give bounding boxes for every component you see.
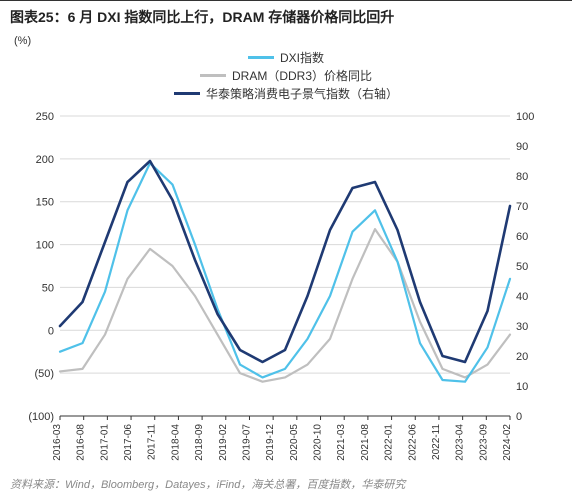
legend-label-dxi: DXI指数 bbox=[280, 49, 324, 66]
svg-text:2017-01: 2017-01 bbox=[99, 424, 110, 461]
chart-area: (%) DXI指数 DRAM（DDR3）价格同比 华泰策略消费电子景气指数（右轴… bbox=[0, 31, 572, 473]
svg-text:2018-04: 2018-04 bbox=[170, 424, 181, 461]
chart-svg-wrap: (100) (50) 0 50 100 150 200 250 0 10 20 30 40 50 60 70 8… bbox=[12, 106, 560, 471]
legend-label-dram: DRAM（DDR3）价格同比 bbox=[232, 67, 372, 84]
svg-text:2021-08: 2021-08 bbox=[360, 424, 371, 461]
svg-text:2017-06: 2017-06 bbox=[123, 424, 134, 461]
svg-text:100: 100 bbox=[36, 240, 54, 252]
y-axis-unit: (%) bbox=[12, 35, 560, 47]
svg-text:80: 80 bbox=[516, 171, 528, 183]
chart-title: 图表25：6 月 DXI 指数同比上行，DRAM 存储器价格同比回升 bbox=[10, 7, 562, 27]
chart-container: { "title": "图表25：6 月 DXI 指数同比上行，DRAM 存储器… bbox=[0, 0, 572, 502]
legend-swatch-dram bbox=[200, 74, 226, 77]
svg-text:0: 0 bbox=[48, 325, 54, 337]
svg-text:2023-04: 2023-04 bbox=[455, 424, 466, 461]
svg-text:2021-03: 2021-03 bbox=[336, 424, 347, 461]
svg-text:(100): (100) bbox=[28, 411, 54, 423]
legend-item-dxi: DXI指数 bbox=[248, 49, 324, 66]
svg-text:40: 40 bbox=[516, 291, 528, 303]
svg-text:0: 0 bbox=[516, 411, 522, 423]
svg-text:10: 10 bbox=[516, 381, 528, 393]
legend-item-dram: DRAM（DDR3）价格同比 bbox=[200, 67, 372, 84]
svg-text:2024-02: 2024-02 bbox=[502, 424, 513, 461]
svg-text:150: 150 bbox=[36, 197, 54, 209]
legend-swatch-huatai bbox=[174, 92, 200, 95]
source-text: 资料来源：Wind，Bloomberg，Datayes，iFind，海关总署，百… bbox=[0, 473, 572, 502]
svg-text:70: 70 bbox=[516, 201, 528, 213]
svg-text:20: 20 bbox=[516, 351, 528, 363]
svg-text:30: 30 bbox=[516, 321, 528, 333]
svg-text:2022-06: 2022-06 bbox=[407, 424, 418, 461]
svg-text:(50): (50) bbox=[34, 368, 54, 380]
svg-text:2022-11: 2022-11 bbox=[431, 424, 442, 460]
legend-item-huatai: 华泰策略消费电子景气指数（右轴） bbox=[174, 85, 398, 102]
svg-text:60: 60 bbox=[516, 231, 528, 243]
svg-text:50: 50 bbox=[42, 282, 54, 294]
title-bar: 图表25：6 月 DXI 指数同比上行，DRAM 存储器价格同比回升 bbox=[0, 0, 572, 31]
svg-text:2016-03: 2016-03 bbox=[52, 424, 63, 461]
svg-text:90: 90 bbox=[516, 141, 528, 153]
svg-text:2016-08: 2016-08 bbox=[76, 424, 87, 461]
line-chart-svg: (100) (50) 0 50 100 150 200 250 0 10 20 30 40 50 60 70 8… bbox=[12, 106, 560, 466]
svg-text:50: 50 bbox=[516, 261, 528, 273]
svg-text:2017-11: 2017-11 bbox=[147, 424, 158, 460]
svg-text:2020-05: 2020-05 bbox=[289, 424, 300, 461]
svg-text:2019-07: 2019-07 bbox=[241, 424, 252, 461]
svg-text:2018-09: 2018-09 bbox=[194, 424, 205, 461]
legend-swatch-dxi bbox=[248, 56, 274, 59]
svg-text:2019-12: 2019-12 bbox=[265, 424, 276, 461]
legend: DXI指数 DRAM（DDR3）价格同比 华泰策略消费电子景气指数（右轴） bbox=[12, 49, 560, 102]
svg-text:2020-10: 2020-10 bbox=[313, 424, 324, 461]
svg-text:250: 250 bbox=[36, 111, 54, 123]
svg-text:2019-02: 2019-02 bbox=[218, 424, 229, 461]
svg-text:200: 200 bbox=[36, 154, 54, 166]
legend-label-huatai: 华泰策略消费电子景气指数（右轴） bbox=[206, 85, 398, 102]
svg-text:100: 100 bbox=[516, 111, 534, 123]
svg-text:2023-09: 2023-09 bbox=[478, 424, 489, 461]
svg-text:2022-01: 2022-01 bbox=[384, 424, 395, 461]
